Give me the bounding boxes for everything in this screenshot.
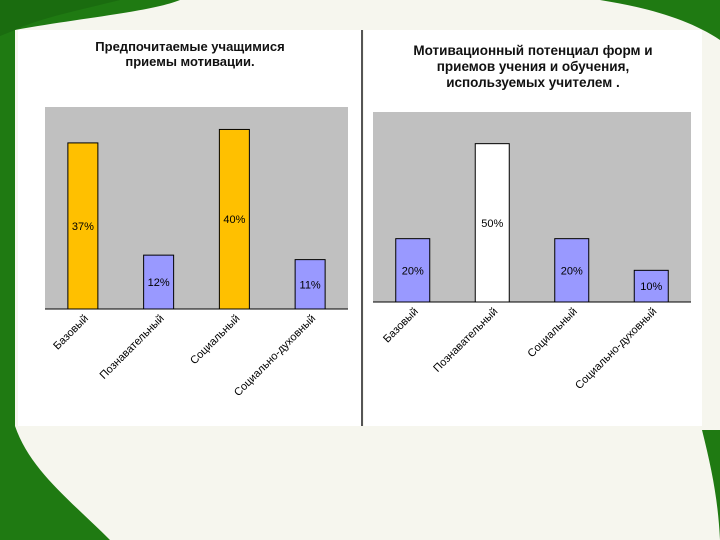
data-label-2: 12%	[148, 277, 170, 289]
category-label-1: Базовый	[51, 313, 91, 353]
chart-panel-right: Мотивационный потенциал форм и приемов у…	[364, 30, 702, 426]
category-label-2: Познавательный	[431, 306, 500, 375]
data-label-2: 50%	[481, 218, 503, 230]
bar-4	[294, 259, 326, 310]
category-label-4: Социально-духовный	[573, 306, 659, 392]
data-label-1: 37%	[72, 221, 94, 233]
data-label-4: 10%	[640, 281, 662, 293]
category-label-3: Социальный	[188, 313, 242, 367]
frame-right-green	[702, 430, 720, 540]
category-label-3: Социальный	[525, 306, 579, 360]
data-label-4: 11%	[300, 279, 321, 291]
bar-2	[474, 143, 510, 303]
data-label-3: 20%	[561, 265, 583, 277]
category-label-4: Социально-духовный	[232, 313, 318, 399]
bar-3	[218, 128, 250, 310]
chart-title-right: Мотивационный потенциал форм и приемов у…	[413, 43, 653, 90]
frame-top-right-green	[600, 0, 720, 40]
bar-chart-left: 37% Базовый 12% Познавательный 40% Социальный…	[45, 107, 348, 399]
data-label-1: 20%	[402, 265, 424, 277]
frame-top-left-green	[0, 0, 120, 36]
bar-1	[395, 238, 431, 303]
bar-2	[143, 254, 175, 310]
bar-chart-right: 20% Базовый 50% Познавательный 20% Социальный…	[373, 112, 691, 392]
bar-4	[633, 269, 669, 303]
panel-divider	[361, 30, 363, 426]
frame-left-green	[0, 0, 180, 540]
data-label-3: 40%	[223, 214, 245, 226]
chart-title-left: Предпочитаемые учащимися приемы мотиваци…	[95, 39, 285, 69]
category-label-2: Познавательный	[98, 313, 167, 382]
chart-panel-left: Предпочитаемые учащимися приемы мотиваци…	[18, 30, 362, 426]
category-label-1: Базовый	[381, 306, 421, 346]
bar-3	[554, 238, 590, 303]
bar-1	[67, 142, 99, 310]
